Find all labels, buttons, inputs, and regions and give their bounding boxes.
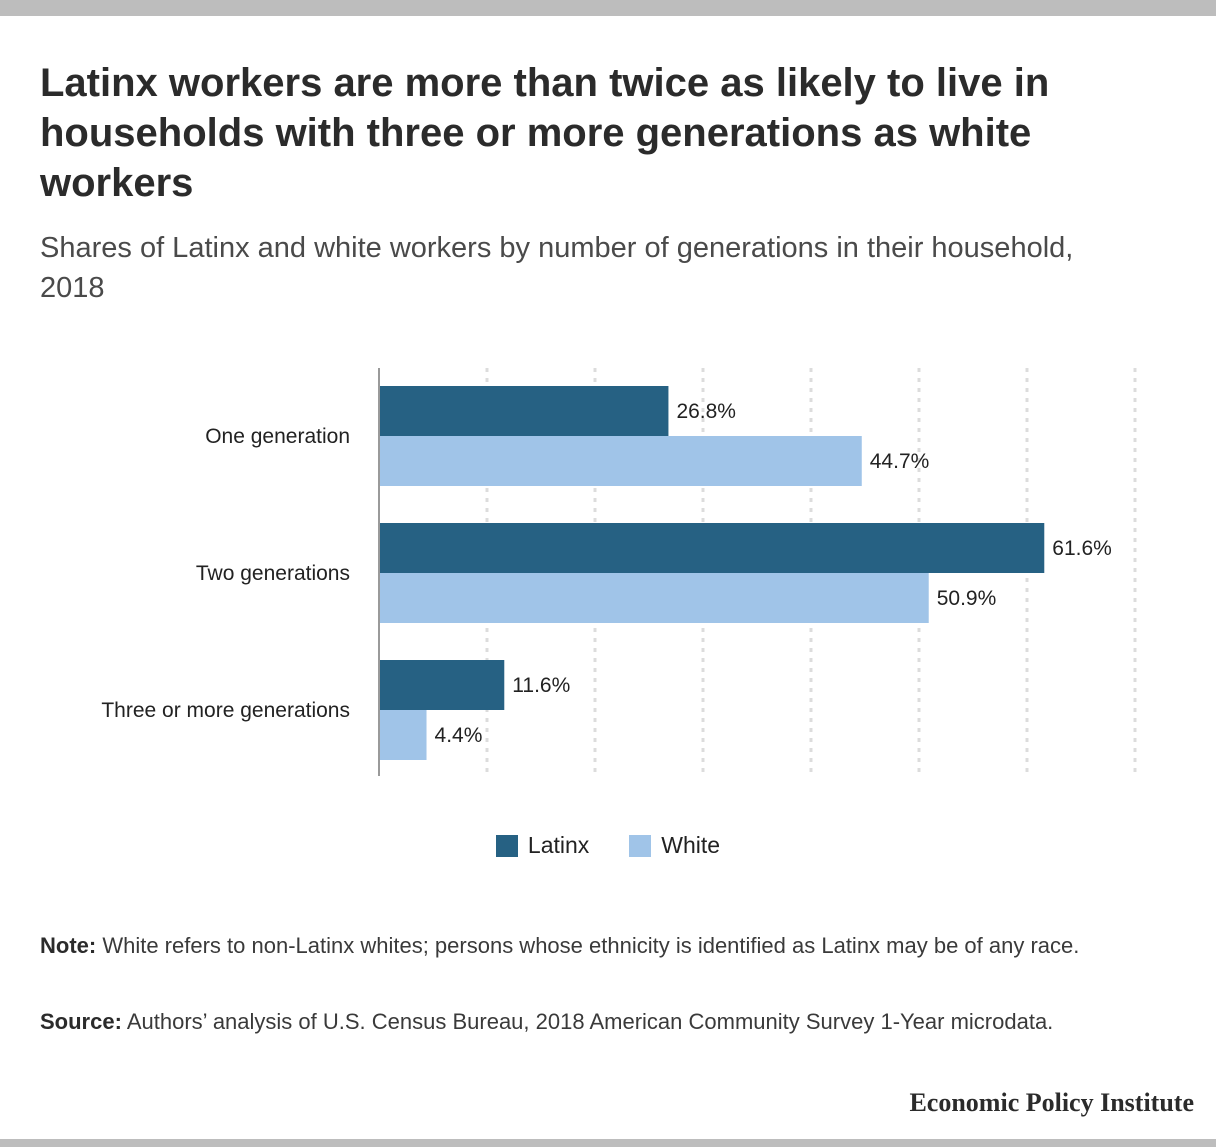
bar-latinx-0 xyxy=(379,386,669,436)
source-label: Source: xyxy=(40,1009,122,1034)
bottom-border xyxy=(0,1139,1216,1147)
bar-white-2 xyxy=(379,710,427,760)
chart-source: Source: Authors’ analysis of U.S. Census… xyxy=(40,1006,1170,1038)
note-text: White refers to non-Latinx whites; perso… xyxy=(96,933,1080,958)
legend-item-latinx: Latinx xyxy=(495,832,590,859)
chart-note: Note: White refers to non-Latinx whites;… xyxy=(40,930,1170,962)
value-label-latinx-0: 26.8% xyxy=(676,400,736,423)
value-label-latinx-1: 61.6% xyxy=(1052,537,1112,560)
top-border xyxy=(0,0,1216,16)
value-label-white-1: 50.9% xyxy=(937,587,997,610)
bar-latinx-1 xyxy=(379,523,1045,573)
value-label-white-2: 4.4% xyxy=(435,724,483,747)
category-label-0: One generation xyxy=(205,425,350,448)
chart-title: Latinx workers are more than twice as li… xyxy=(40,61,1050,205)
value-label-latinx-2: 11.6% xyxy=(512,674,570,697)
category-label-1: Two generations xyxy=(196,562,350,585)
chart-subtitle: Shares of Latinx and white workers by nu… xyxy=(40,232,1074,304)
bar-chart: One generation 26.8% 44.7% Two generations 6… xyxy=(101,368,1137,776)
category-label-2: Three or more generations xyxy=(101,699,350,722)
chart-legend: Latinx White xyxy=(0,832,1216,859)
note-label: Note: xyxy=(40,933,97,958)
source-text: Authors’ analysis of U.S. Census Bureau,… xyxy=(121,1009,1054,1034)
legend-swatch-latinx xyxy=(495,834,518,857)
value-label-white-0: 44.7% xyxy=(870,450,930,473)
legend-label-latinx: Latinx xyxy=(527,832,590,858)
legend-swatch-white xyxy=(629,834,652,857)
legend-item-white: White xyxy=(629,832,720,859)
legend-label-white: White xyxy=(661,832,721,858)
bar-white-0 xyxy=(379,436,862,486)
publisher-logo: Economic Policy Institute xyxy=(909,1088,1194,1117)
bar-latinx-2 xyxy=(379,660,505,710)
bar-white-1 xyxy=(379,573,929,623)
